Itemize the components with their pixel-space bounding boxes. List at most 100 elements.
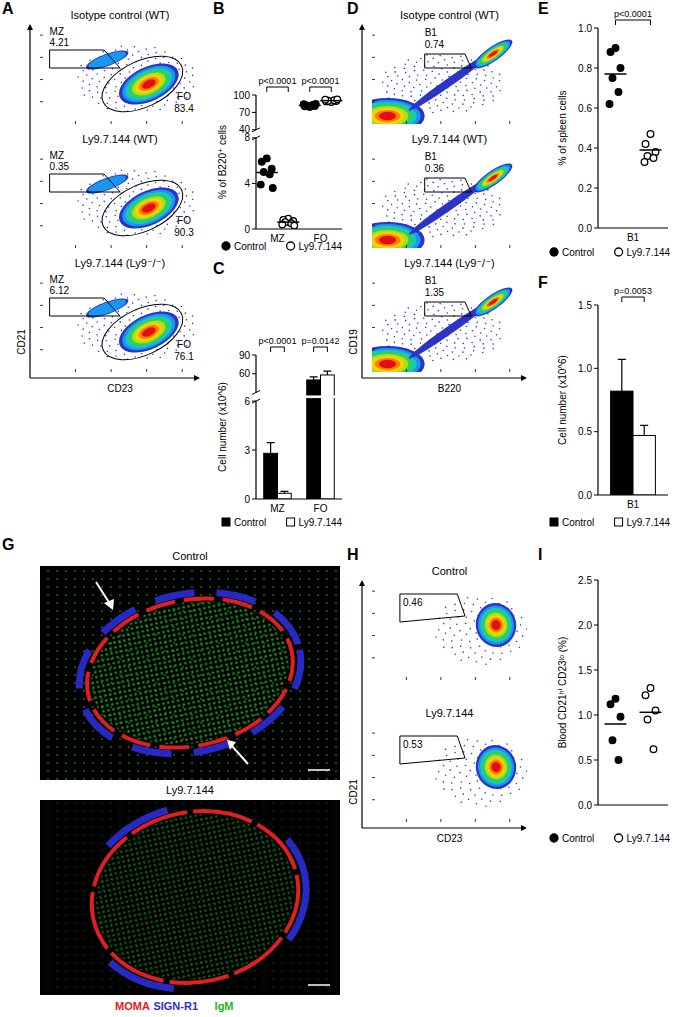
event	[490, 330, 492, 332]
dot	[644, 716, 651, 723]
density	[472, 600, 519, 650]
event	[141, 229, 143, 231]
event	[104, 194, 106, 196]
gate-name: B1	[425, 27, 438, 38]
dot	[607, 49, 614, 56]
event	[429, 231, 431, 233]
plot-title: Isotype control (WT)	[70, 9, 169, 21]
event	[446, 97, 448, 99]
event	[463, 219, 465, 221]
deco-tick	[40, 327, 43, 328]
event	[526, 770, 527, 772]
gate-value: 0.35	[50, 161, 70, 172]
tick-label: 3	[244, 445, 250, 456]
tick-label: 1.0	[578, 363, 592, 374]
flow-plot	[372, 24, 527, 124]
event	[432, 306, 434, 308]
event	[385, 319, 387, 321]
event	[470, 354, 472, 356]
event	[141, 57, 143, 59]
event	[485, 663, 487, 665]
event	[483, 99, 485, 101]
event	[464, 99, 466, 101]
event	[448, 76, 450, 78]
event	[460, 303, 462, 305]
event	[115, 334, 117, 336]
arrow-head	[521, 375, 527, 381]
event	[404, 316, 406, 318]
event	[465, 623, 467, 625]
dot	[606, 101, 613, 108]
event	[475, 326, 477, 328]
event	[465, 326, 467, 328]
gate-value: 6.12	[50, 285, 70, 296]
event	[474, 794, 476, 796]
event	[466, 214, 468, 216]
event	[483, 223, 485, 225]
legend-label: Control	[562, 833, 594, 844]
event	[77, 76, 79, 78]
event	[516, 773, 518, 775]
event	[147, 233, 149, 235]
density	[475, 39, 511, 69]
event	[411, 95, 413, 97]
event	[469, 783, 471, 785]
event	[454, 342, 456, 344]
event	[454, 347, 456, 349]
event	[164, 352, 166, 354]
tick	[594, 368, 598, 369]
event	[465, 333, 467, 335]
event	[435, 636, 437, 638]
event	[426, 74, 428, 76]
event	[164, 104, 166, 106]
event	[438, 73, 440, 75]
event	[77, 200, 79, 202]
event	[404, 63, 406, 65]
event	[77, 324, 79, 326]
event	[82, 70, 84, 72]
density	[475, 603, 517, 648]
event	[442, 102, 444, 104]
marks	[611, 359, 656, 495]
event	[499, 80, 501, 82]
event	[92, 220, 94, 222]
event	[419, 84, 421, 86]
event	[401, 338, 403, 340]
deco-tick	[406, 369, 407, 372]
density	[488, 758, 504, 775]
gate-value: 0.36	[425, 163, 445, 174]
event	[447, 231, 449, 233]
event	[428, 226, 430, 228]
event	[141, 189, 143, 191]
event	[473, 350, 475, 352]
event	[484, 328, 486, 330]
event	[433, 314, 435, 316]
event	[185, 188, 187, 190]
event	[445, 774, 447, 776]
event	[470, 647, 472, 649]
event	[476, 321, 478, 323]
gate	[50, 298, 120, 316]
deco-tick	[372, 755, 375, 756]
tick-label: 0.0	[578, 800, 592, 811]
event	[448, 200, 450, 202]
tick-label: 0	[244, 224, 250, 235]
density	[133, 195, 166, 221]
event	[96, 334, 98, 336]
deco-tick	[40, 349, 43, 350]
deco-tick	[372, 101, 375, 102]
event	[409, 206, 411, 208]
event	[386, 91, 388, 93]
event	[121, 169, 123, 171]
event	[154, 47, 156, 49]
gate-name: FO	[177, 215, 191, 226]
event	[159, 233, 161, 235]
event	[386, 215, 388, 217]
event	[445, 607, 447, 609]
event	[437, 353, 439, 355]
legend-marker	[615, 518, 623, 526]
event	[466, 358, 468, 360]
mean-line	[605, 723, 627, 725]
event	[394, 88, 396, 90]
dot	[642, 692, 649, 699]
